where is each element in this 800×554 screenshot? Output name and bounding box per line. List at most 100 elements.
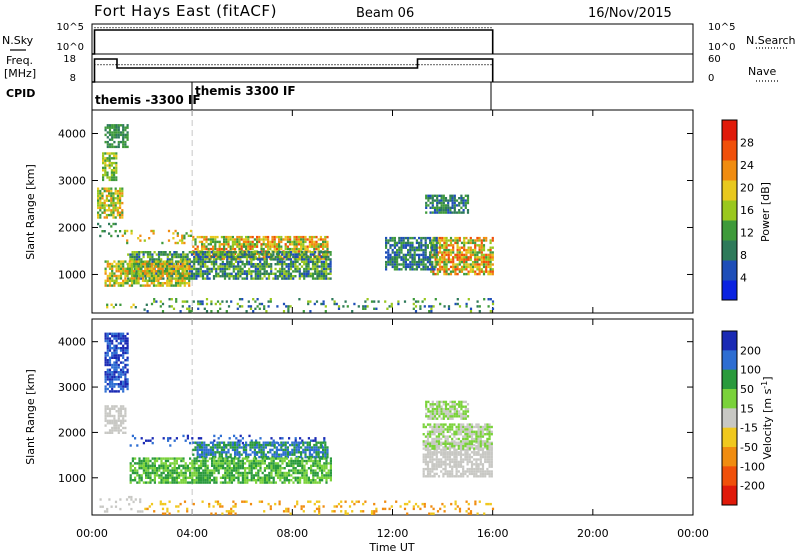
- velocity-cell: [301, 467, 304, 470]
- power-cell: [463, 239, 466, 242]
- power-cell: [426, 236, 429, 240]
- velocity-cell: [204, 457, 207, 460]
- power-cell: [111, 277, 114, 280]
- velocity-cell: [300, 451, 303, 454]
- power-cell: [106, 173, 109, 177]
- power-cell: [384, 300, 387, 303]
- power-cell: [424, 251, 427, 254]
- power-cell: [104, 169, 107, 172]
- velocity-cell: [308, 443, 311, 447]
- power-cell: [491, 256, 494, 259]
- power-cell: [449, 270, 453, 273]
- power-cell: [143, 308, 146, 311]
- power-cell: [449, 197, 452, 200]
- velocity-cell: [433, 437, 436, 441]
- velocity-cell: [455, 428, 458, 431]
- power-cell: [111, 274, 114, 278]
- power-cell: [209, 235, 212, 239]
- power-cell: [171, 263, 174, 266]
- velocity-cell: [216, 443, 219, 447]
- power-cell: [116, 201, 119, 205]
- power-cell: [205, 247, 208, 251]
- power-cell: [152, 279, 156, 282]
- velocity-cell: [242, 448, 245, 452]
- power-cell: [462, 199, 465, 202]
- velocity-cell: [204, 471, 207, 475]
- velocity-cell: [178, 471, 181, 475]
- power-cell: [262, 247, 265, 251]
- power-cell: [415, 263, 418, 266]
- power-cell: [163, 260, 167, 263]
- power-cell: [283, 270, 286, 273]
- velocity-cell: [455, 437, 458, 441]
- power-cell: [122, 145, 125, 149]
- velocity-cell: [236, 443, 239, 447]
- power-cell: [204, 277, 207, 280]
- velocity-cell: [151, 464, 154, 467]
- power-cell: [480, 251, 483, 254]
- velocity-cell: [437, 458, 441, 461]
- power-cell: [113, 272, 116, 275]
- velocity-cell: [284, 441, 287, 444]
- power-cell: [243, 270, 246, 273]
- power-cell: [182, 253, 185, 256]
- power-cell: [271, 235, 274, 239]
- power-cell: [329, 270, 332, 273]
- velocity-cell: [202, 459, 205, 463]
- velocity-cell: [173, 471, 176, 475]
- power-cell: [471, 241, 475, 245]
- power-cell: [291, 250, 294, 253]
- power-cell: [287, 251, 290, 254]
- velocity-cell: [204, 479, 207, 482]
- power-cell: [212, 265, 216, 268]
- power-cell: [300, 275, 304, 278]
- power-cell: [243, 272, 246, 275]
- power-cell: [113, 171, 116, 174]
- velocity-cell: [299, 476, 302, 479]
- power-cell: [273, 245, 276, 248]
- velocity-cell: [117, 410, 120, 413]
- velocity-cell: [435, 437, 438, 441]
- power-cell: [236, 302, 239, 306]
- velocity-cell: [115, 424, 118, 427]
- power-cell: [467, 248, 470, 252]
- power-cell: [219, 253, 222, 256]
- power-cell: [117, 267, 120, 270]
- velocity-cell: [437, 433, 441, 436]
- velocity-cell: [113, 363, 116, 367]
- power-cell: [463, 248, 466, 252]
- power-cell: [476, 272, 479, 276]
- velocity-cell: [205, 443, 208, 447]
- power-cell: [212, 267, 216, 271]
- velocity-cell: [282, 451, 285, 454]
- power-cell: [173, 272, 176, 275]
- power-cell: [227, 238, 230, 241]
- power-cell: [155, 253, 158, 256]
- velocity-cell: [323, 437, 326, 440]
- power-cell: [197, 270, 200, 273]
- power-cell: [455, 211, 459, 214]
- power-cell: [263, 258, 266, 261]
- velocity-cell: [314, 469, 317, 472]
- power-cell: [316, 263, 319, 266]
- velocity-cell: [293, 448, 296, 452]
- power-cell: [426, 268, 429, 271]
- power-cell: [412, 307, 415, 310]
- power-cell: [201, 253, 205, 256]
- power-cell: [99, 189, 102, 193]
- velocity-cell: [453, 441, 456, 444]
- velocity-cell: [297, 441, 300, 444]
- power-cell: [387, 263, 390, 266]
- velocity-cell: [129, 467, 132, 470]
- power-cell: [407, 251, 410, 254]
- velocity-cell: [111, 351, 114, 355]
- power-cell: [460, 258, 464, 261]
- velocity-cell: [191, 462, 194, 465]
- velocity-cell: [312, 439, 315, 442]
- power-cell: [289, 258, 293, 261]
- power-cell: [245, 245, 248, 248]
- power-cell: [303, 272, 306, 275]
- power-cell: [212, 245, 215, 248]
- power-cell: [429, 206, 432, 209]
- power-cell: [256, 270, 260, 273]
